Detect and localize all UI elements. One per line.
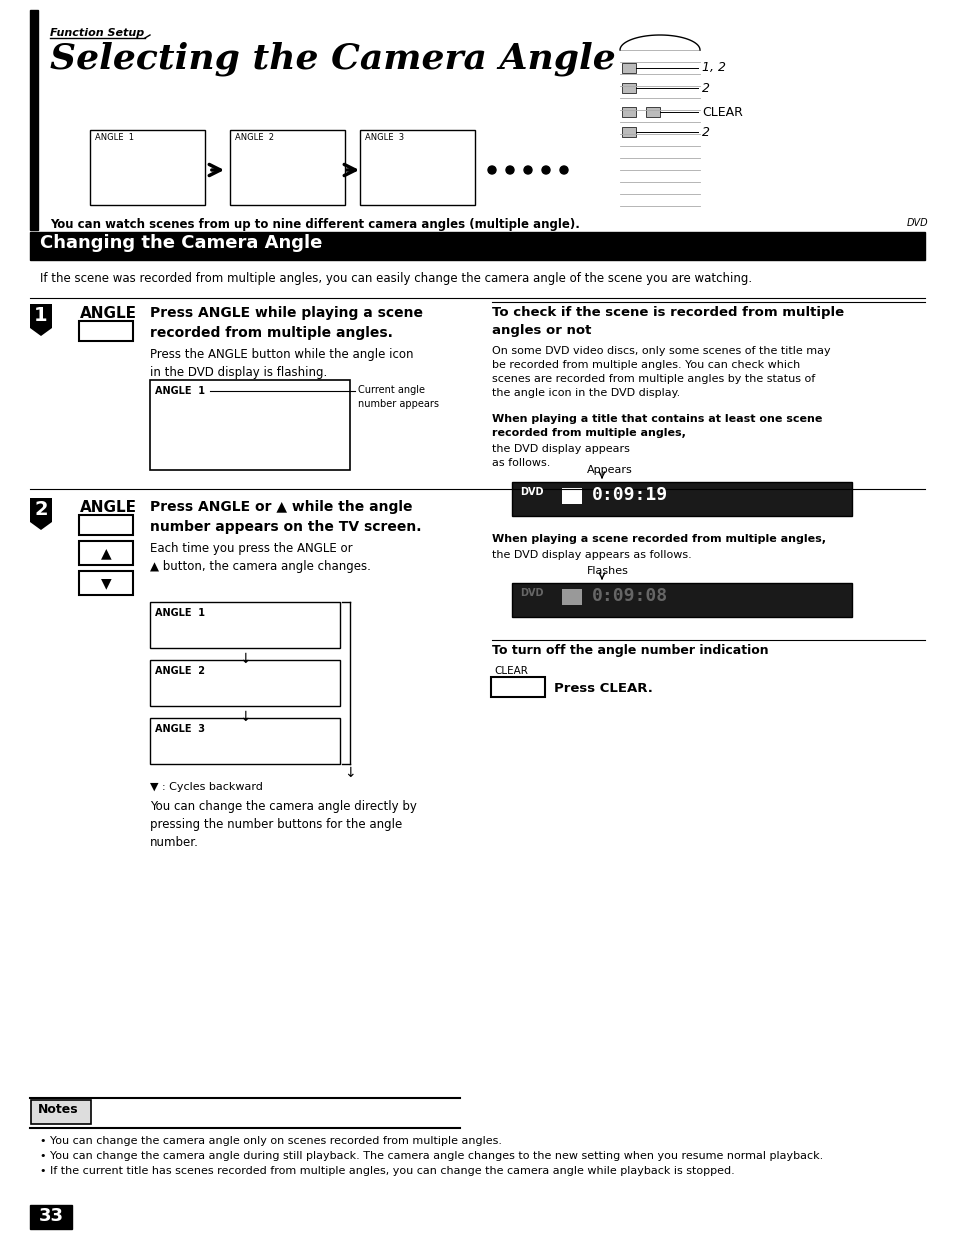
Bar	[150, 380, 350, 471]
Text: 1: 1	[34, 306, 48, 325]
Text: Press ANGLE or ▲ while the angle
number appears on the TV screen.: Press ANGLE or ▲ while the angle number …	[150, 500, 421, 534]
Text: • You can change the camera angle only on scenes recorded from multiple angles.: • You can change the camera angle only o…	[40, 1136, 501, 1146]
FancyBboxPatch shape	[79, 571, 132, 595]
Text: Changing the Camera Angle: Changing the Camera Angle	[40, 233, 322, 252]
Text: Each time you press the ANGLE or
▲ button, the camera angle changes.: Each time you press the ANGLE or ▲ butto…	[150, 542, 371, 573]
Text: On some DVD video discs, only some scenes of the title may
be recorded from mult: On some DVD video discs, only some scene…	[492, 346, 830, 398]
Text: Selecting the Camera Angle: Selecting the Camera Angle	[50, 42, 615, 77]
Text: Press ANGLE while playing a scene
recorded from multiple angles.: Press ANGLE while playing a scene record…	[150, 306, 422, 340]
Text: When playing a title that contains at least one scene
recorded from multiple ang: When playing a title that contains at le…	[492, 414, 821, 438]
Text: 33: 33	[38, 1207, 64, 1225]
Polygon shape	[30, 304, 52, 336]
Polygon shape	[30, 498, 52, 530]
Circle shape	[541, 165, 550, 174]
Bar	[561, 589, 581, 605]
Text: Press the ANGLE button while the angle icon
in the DVD display is flashing.: Press the ANGLE button while the angle i…	[150, 348, 413, 379]
FancyBboxPatch shape	[79, 541, 132, 564]
FancyBboxPatch shape	[30, 1100, 91, 1124]
Text: Notes: Notes	[38, 1103, 78, 1116]
Text: To check if the scene is recorded from multiple
angles or not: To check if the scene is recorded from m…	[492, 306, 843, 337]
Text: 2: 2	[701, 82, 709, 95]
Text: ANGLE  1: ANGLE 1	[154, 387, 205, 396]
Text: To turn off the angle number indication: To turn off the angle number indication	[492, 643, 768, 657]
Text: 2: 2	[701, 126, 709, 138]
Text: ANGLE: ANGLE	[80, 306, 137, 321]
Bar	[621, 63, 636, 73]
Text: You can watch scenes from up to nine different camera angles (multiple angle).: You can watch scenes from up to nine dif…	[50, 219, 579, 231]
Text: CLEAR: CLEAR	[494, 666, 527, 676]
Bar	[621, 107, 636, 117]
Bar	[359, 130, 475, 205]
Text: ▲: ▲	[101, 546, 112, 559]
Bar	[512, 583, 851, 618]
Bar	[621, 83, 636, 93]
Circle shape	[523, 165, 532, 174]
Text: DVD: DVD	[519, 588, 543, 598]
Text: You can change the camera angle directly by
pressing the number buttons for the : You can change the camera angle directly…	[150, 800, 416, 848]
Text: Current angle
number appears: Current angle number appears	[357, 385, 438, 409]
Text: ↓: ↓	[239, 710, 251, 724]
Bar	[561, 488, 581, 504]
Bar	[30, 232, 924, 261]
Text: ANGLE  3: ANGLE 3	[154, 724, 205, 734]
FancyBboxPatch shape	[491, 677, 544, 697]
Text: ▼: ▼	[101, 576, 112, 590]
Bar	[512, 482, 851, 516]
Bar	[621, 127, 636, 137]
Text: If the scene was recorded from multiple angles, you can easily change the camera: If the scene was recorded from multiple …	[40, 272, 751, 285]
Text: 0:09:08: 0:09:08	[592, 587, 667, 605]
Text: DVD: DVD	[905, 219, 927, 228]
Text: • You can change the camera angle during still playback. The camera angle change: • You can change the camera angle during…	[40, 1151, 822, 1161]
Text: CLEAR: CLEAR	[701, 105, 742, 119]
Text: ANGLE  1: ANGLE 1	[154, 608, 205, 618]
Text: • If the current title has scenes recorded from multiple angles, you can change : • If the current title has scenes record…	[40, 1166, 734, 1176]
Text: ↓: ↓	[239, 652, 251, 666]
Bar	[230, 130, 345, 205]
Text: ANGLE: ANGLE	[80, 500, 137, 515]
Text: When playing a scene recorded from multiple angles,: When playing a scene recorded from multi…	[492, 534, 825, 543]
Text: ANGLE  1: ANGLE 1	[95, 133, 133, 142]
Bar	[150, 659, 339, 706]
Text: 1, 2: 1, 2	[701, 62, 725, 74]
Bar	[150, 718, 339, 764]
Bar	[150, 601, 339, 648]
Text: ▼ : Cycles backward: ▼ : Cycles backward	[150, 782, 263, 792]
Text: Function Setup: Function Setup	[50, 28, 144, 38]
Text: 2: 2	[34, 500, 48, 519]
Circle shape	[488, 165, 496, 174]
FancyBboxPatch shape	[79, 515, 132, 535]
Text: ANGLE  2: ANGLE 2	[234, 133, 274, 142]
Text: the DVD display appears
as follows.: the DVD display appears as follows.	[492, 445, 629, 468]
Bar	[90, 130, 205, 205]
Text: 0:09:19: 0:09:19	[592, 487, 667, 504]
Text: Flashes: Flashes	[586, 566, 628, 576]
Bar	[30, 10, 38, 230]
Text: Press CLEAR.: Press CLEAR.	[554, 682, 652, 695]
FancyBboxPatch shape	[79, 321, 132, 341]
Text: ↓: ↓	[344, 766, 355, 781]
Circle shape	[559, 165, 567, 174]
Bar	[645, 107, 659, 117]
Text: ANGLE  3: ANGLE 3	[365, 133, 404, 142]
Circle shape	[505, 165, 514, 174]
Text: DVD: DVD	[519, 487, 543, 496]
Text: ANGLE  2: ANGLE 2	[154, 666, 205, 676]
Bar	[30, 1205, 71, 1229]
Text: the DVD display appears as follows.: the DVD display appears as follows.	[492, 550, 691, 559]
Text: Appears: Appears	[586, 466, 632, 475]
